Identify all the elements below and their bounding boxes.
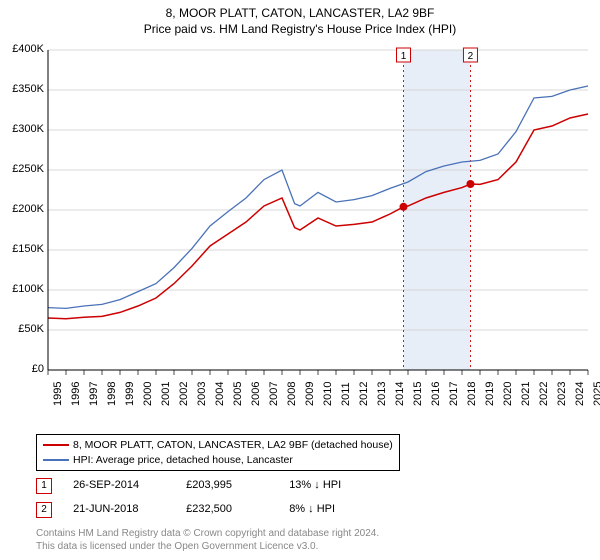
ytick: £400K bbox=[4, 43, 44, 55]
xtick: 2016 bbox=[430, 382, 442, 406]
xtick: 2003 bbox=[196, 382, 208, 406]
xtick: 2015 bbox=[412, 382, 424, 406]
xtick: 2023 bbox=[556, 382, 568, 406]
legend-label-hpi: HPI: Average price, detached house, Lanc… bbox=[73, 454, 293, 466]
sale-date-1: 26-SEP-2014 bbox=[73, 479, 183, 491]
xtick: 2017 bbox=[448, 382, 460, 406]
xtick: 2012 bbox=[358, 382, 370, 406]
sale-price-2: £232,500 bbox=[186, 503, 286, 515]
xtick: 2005 bbox=[232, 382, 244, 406]
legend: 8, MOOR PLATT, CATON, LANCASTER, LA2 9BF… bbox=[36, 434, 400, 471]
xtick: 2007 bbox=[268, 382, 280, 406]
xtick: 2002 bbox=[178, 382, 190, 406]
sale-row-1: 1 26-SEP-2014 £203,995 13% ↓ HPI bbox=[36, 478, 341, 494]
xtick: 2024 bbox=[574, 382, 586, 406]
ytick: £300K bbox=[4, 123, 44, 135]
ytick: £100K bbox=[4, 283, 44, 295]
xtick: 2021 bbox=[520, 382, 532, 406]
sale-price-1: £203,995 bbox=[186, 479, 286, 491]
legend-row-hpi: HPI: Average price, detached house, Lanc… bbox=[43, 454, 393, 466]
disclaimer-2: This data is licensed under the Open Gov… bbox=[36, 541, 318, 552]
xtick: 2008 bbox=[286, 382, 298, 406]
ytick: £50K bbox=[4, 323, 44, 335]
svg-text:2: 2 bbox=[468, 51, 474, 62]
xtick: 2006 bbox=[250, 382, 262, 406]
xtick: 2010 bbox=[322, 382, 334, 406]
ytick: £250K bbox=[4, 163, 44, 175]
xtick: 1997 bbox=[88, 382, 100, 406]
ytick: £0 bbox=[4, 363, 44, 375]
ytick: £150K bbox=[4, 243, 44, 255]
xtick: 1995 bbox=[52, 382, 64, 406]
sale-marker-2: 2 bbox=[36, 502, 52, 518]
legend-label-property: 8, MOOR PLATT, CATON, LANCASTER, LA2 9BF… bbox=[73, 439, 393, 451]
xtick: 2011 bbox=[340, 382, 352, 406]
xtick: 2013 bbox=[376, 382, 388, 406]
sale-delta-1: 13% ↓ HPI bbox=[289, 479, 341, 491]
legend-swatch-hpi bbox=[43, 459, 69, 461]
xtick: 2004 bbox=[214, 382, 226, 406]
xtick: 2019 bbox=[484, 382, 496, 406]
xtick: 2025 bbox=[592, 382, 600, 406]
disclaimer-1: Contains HM Land Registry data © Crown c… bbox=[36, 528, 379, 539]
xtick: 2020 bbox=[502, 382, 514, 406]
xtick: 2009 bbox=[304, 382, 316, 406]
ytick: £200K bbox=[4, 203, 44, 215]
xtick: 1998 bbox=[106, 382, 118, 406]
sale-marker-1: 1 bbox=[36, 478, 52, 494]
xtick: 2018 bbox=[466, 382, 478, 406]
xtick: 1999 bbox=[124, 382, 136, 406]
xtick: 2000 bbox=[142, 382, 154, 406]
legend-row-property: 8, MOOR PLATT, CATON, LANCASTER, LA2 9BF… bbox=[43, 439, 393, 451]
xtick: 1996 bbox=[70, 382, 82, 406]
legend-swatch-property bbox=[43, 444, 69, 446]
sale-delta-2: 8% ↓ HPI bbox=[289, 503, 335, 515]
xtick: 2022 bbox=[538, 382, 550, 406]
xtick: 2014 bbox=[394, 382, 406, 406]
xtick: 2001 bbox=[160, 382, 172, 406]
ytick: £350K bbox=[4, 83, 44, 95]
sale-row-2: 2 21-JUN-2018 £232,500 8% ↓ HPI bbox=[36, 502, 335, 518]
sale-date-2: 21-JUN-2018 bbox=[73, 503, 183, 515]
svg-text:1: 1 bbox=[401, 51, 407, 62]
